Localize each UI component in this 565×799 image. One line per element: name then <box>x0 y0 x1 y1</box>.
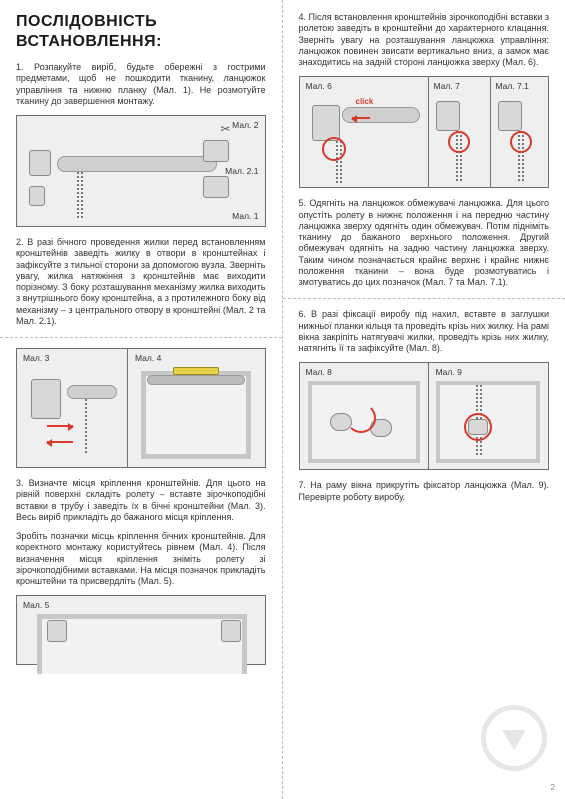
page-title: ПОСЛІДОВНІСТЬ ВСТАНОВЛЕННЯ: <box>16 12 266 52</box>
step-3-text: 3. Визначте місця кріплення кронштейнів.… <box>16 478 266 523</box>
click-label: click <box>356 97 374 107</box>
left-column: ПОСЛІДОВНІСТЬ ВСТАНОВЛЕННЯ: 1. Розпакуйт… <box>0 0 283 799</box>
red-highlight-icon <box>464 413 492 441</box>
step-6-text: 6. В разі фіксації виробу під нахил, вст… <box>299 309 550 354</box>
fig-label-21: Мал. 2.1 <box>225 166 258 177</box>
step-2-text: 2. В разі бічного проведення жилки перед… <box>16 237 266 327</box>
fig-label-1: Мал. 1 <box>232 211 258 222</box>
figure-8-9: Мал. 8 Мал. 9 <box>299 362 550 470</box>
red-arrow-icon <box>346 403 376 433</box>
red-arrow-icon <box>47 441 73 443</box>
fig-label-9: Мал. 9 <box>436 367 462 378</box>
fig-label-6: Мал. 6 <box>306 81 332 92</box>
red-highlight-icon <box>322 137 346 161</box>
instruction-page: ПОСЛІДОВНІСТЬ ВСТАНОВЛЕННЯ: 1. Розпакуйт… <box>0 0 565 799</box>
fig-label-5: Мал. 5 <box>23 600 49 611</box>
fig-label-7: Мал. 7 <box>434 81 460 92</box>
step-4-text: 4. Після встановлення кронштейнів зірочк… <box>299 12 550 68</box>
red-arrow-icon <box>47 425 73 427</box>
section-divider-right <box>283 298 565 299</box>
fig-label-4: Мал. 4 <box>135 353 161 364</box>
watermark-icon <box>481 705 547 771</box>
fig-label-8: Мал. 8 <box>306 367 332 378</box>
step-5-text: 5. Одягніть на ланцюжок обмежувачі ланцю… <box>299 198 550 288</box>
step-1-text: 1. Розпакуйте виріб, будьте обережні з г… <box>16 62 266 107</box>
fig-label-71: Мал. 7.1 <box>496 81 529 92</box>
page-number: 2 <box>551 783 555 793</box>
fig-label-3: Мал. 3 <box>23 353 49 364</box>
fig-label-2: Мал. 2 <box>232 120 258 131</box>
right-column: 4. Після встановлення кронштейнів зірочк… <box>283 0 565 799</box>
red-arrow-icon <box>352 117 370 119</box>
step-7-text: 7. На раму вікна прикрутіть фіксатор лан… <box>299 480 550 503</box>
figure-1-2: Мал. 1 Мал. 2 Мал. 2.1 ✂ <box>16 115 266 227</box>
figure-6-7: Мал. 6 Мал. 7 Мал. 7.1 click <box>299 76 550 188</box>
scissors-icon: ✂ <box>220 122 230 137</box>
red-highlight-icon <box>510 131 532 153</box>
section-divider-left <box>0 337 282 338</box>
figure-3-4: Мал. 3 Мал. 4 <box>16 348 266 468</box>
figure-5: Мал. 5 <box>16 595 266 665</box>
red-highlight-icon <box>448 131 470 153</box>
step-3b-text: Зробіть позначки місць кріплення бічних … <box>16 531 266 587</box>
